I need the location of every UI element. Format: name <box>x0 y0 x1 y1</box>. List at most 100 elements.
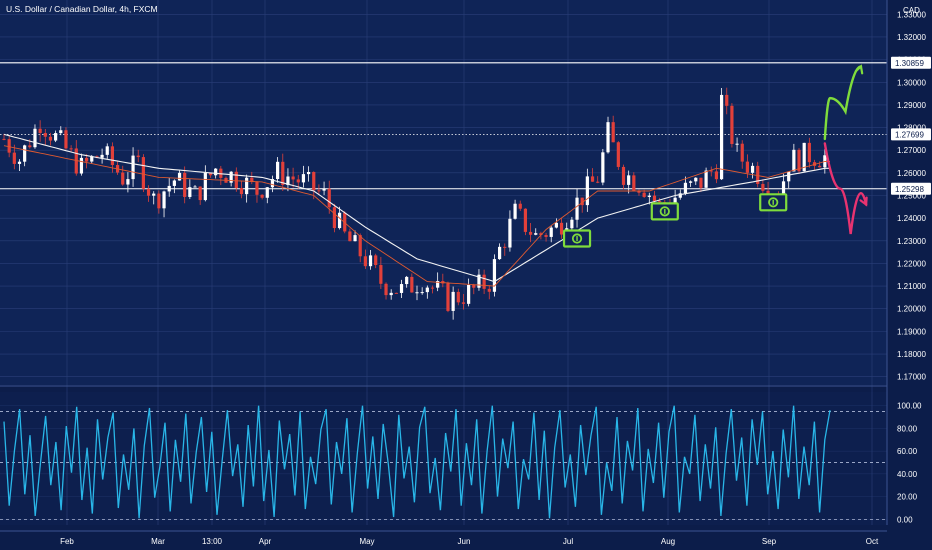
candle-body <box>678 193 682 198</box>
arrow-head <box>859 196 868 207</box>
candle-body <box>322 188 326 191</box>
candle-body <box>17 161 22 164</box>
candle-body <box>689 181 693 183</box>
candle-body <box>518 203 522 209</box>
price-tick-label: 1.25000 <box>897 192 926 201</box>
price-pane[interactable] <box>0 0 887 385</box>
candle-body <box>203 172 207 201</box>
candle-body <box>54 133 58 141</box>
axis-background <box>887 0 932 550</box>
candle-body <box>498 246 502 260</box>
candle-body <box>33 128 37 148</box>
price-axis[interactable]: 1.17000 1.18000 1.19000 1.20000 1.21000 1.220… <box>886 0 932 550</box>
candle-body <box>549 227 553 237</box>
price-tick-label: 1.32000 <box>897 33 926 42</box>
candle-body <box>508 218 512 248</box>
candle-body <box>48 136 53 141</box>
currency-label: CAD <box>903 6 920 15</box>
candle-body <box>74 148 78 174</box>
candle-body <box>818 165 822 168</box>
candle-body <box>756 165 760 184</box>
candle-body <box>384 283 388 296</box>
price-tick-label: 1.22000 <box>897 259 926 268</box>
candle-body <box>64 130 68 149</box>
arrow-head <box>854 64 864 75</box>
candle-body <box>332 207 336 229</box>
candle-body <box>761 183 765 191</box>
candle-body <box>131 155 135 180</box>
candle-body <box>637 190 641 193</box>
badge-coin <box>768 197 779 208</box>
badge-coin <box>571 233 583 244</box>
dollar-bill-icon <box>650 202 679 221</box>
candle-body <box>152 193 156 196</box>
candle-body <box>451 291 455 311</box>
candle-body <box>683 182 688 194</box>
candle-body <box>183 172 187 197</box>
candle-body <box>348 231 352 242</box>
candle-body <box>797 149 801 172</box>
ma-long-line <box>3 133 830 283</box>
candle-body <box>399 284 404 293</box>
time-tick-label: 13:00 <box>202 537 223 546</box>
candle-body <box>632 175 636 191</box>
candle-body <box>730 105 734 144</box>
candle-body <box>792 149 796 172</box>
price-level-tag <box>891 56 931 69</box>
candle-body <box>405 276 409 285</box>
price-tick-label: 1.33000 <box>897 10 926 19</box>
candle-body <box>528 231 533 235</box>
candle-body <box>255 181 259 195</box>
candle-body <box>214 168 218 176</box>
time-axis[interactable]: Feb Mar 13:00 Apr May Jun Jul Aug Sep Oct <box>0 530 932 550</box>
candle-body <box>291 176 295 180</box>
candle-body <box>193 186 197 188</box>
candle-body <box>436 281 440 288</box>
candle-body <box>642 192 646 197</box>
horizontal-lines <box>0 62 887 190</box>
candle-body <box>694 177 698 182</box>
candle-body <box>136 155 140 158</box>
candle-body <box>472 284 476 288</box>
price-tick-label: 1.27000 <box>897 146 926 155</box>
candle-body <box>208 172 213 176</box>
candle-body <box>337 212 342 229</box>
candle-body <box>379 265 383 284</box>
time-tick-label: Oct <box>866 537 879 546</box>
candle-body <box>750 165 755 173</box>
candle-body <box>590 176 595 182</box>
candle-body <box>714 171 719 180</box>
candle-body <box>652 195 657 202</box>
candle-body <box>467 284 471 304</box>
candle-body <box>807 142 811 163</box>
candle-body <box>601 152 605 183</box>
candle-body <box>410 276 414 293</box>
osc-tick-label: 40.00 <box>897 470 918 479</box>
oscillator-line <box>3 405 831 519</box>
price-level-label: 1.25298 <box>895 185 924 194</box>
candle-body <box>358 235 362 257</box>
dollar-bill-icon <box>562 229 592 248</box>
price-level-label: 1.30859 <box>895 59 924 68</box>
candle-body <box>23 145 27 162</box>
candle-body <box>616 142 620 167</box>
candle-body <box>38 128 42 133</box>
price-tick-label: 1.28000 <box>897 124 926 133</box>
candle-body <box>141 157 145 189</box>
candle-body <box>580 197 584 206</box>
candle-body <box>534 233 538 235</box>
candle-body <box>745 161 749 173</box>
time-tick-label: May <box>359 537 374 546</box>
candle-body <box>100 154 104 158</box>
candle-body <box>281 161 285 185</box>
osc-tick-label: 0.00 <box>897 515 913 524</box>
candle-body <box>389 292 393 296</box>
price-tick-label: 1.17000 <box>897 373 926 382</box>
candle-body <box>312 171 316 191</box>
candle-body <box>802 142 806 172</box>
candle-body <box>415 292 419 294</box>
chart-title: U.S. Dollar / Canadian Dollar, 4h, FXCM <box>6 4 158 14</box>
candle-body <box>503 246 507 248</box>
